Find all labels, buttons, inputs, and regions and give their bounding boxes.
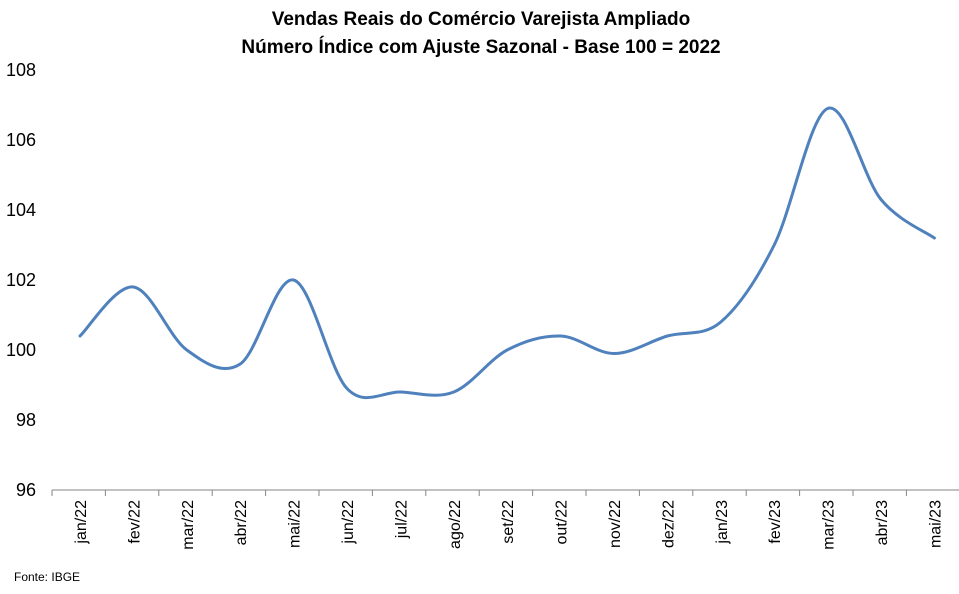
x-tick-label: ago/22 [447,500,464,549]
x-tick-label: fev/23 [767,500,784,544]
x-tick-label: jan/23 [714,500,731,545]
y-tick-label: 96 [16,480,36,500]
chart-title: Vendas Reais do Comércio Varejista Ampli… [272,9,691,30]
series-line [78,106,936,400]
x-tick-label: abr/22 [233,500,250,545]
chart-subtitle: Número Índice com Ajuste Sazonal - Base … [241,36,720,58]
x-tick-label: fev/22 [126,500,143,544]
y-axis-ticks: 96 98 100 102 104 106 108 [6,60,36,500]
x-axis-tick-marks [51,490,907,496]
y-tick-label: 106 [6,130,36,150]
x-tick-label: nov/22 [607,500,624,548]
y-tick-label: 98 [16,410,36,430]
x-tick-label: mai/22 [287,500,304,548]
y-tick-label: 104 [6,200,36,220]
x-tick-label: out/22 [554,500,571,545]
x-tick-label: set/22 [500,500,517,544]
x-tick-label: mar/22 [180,500,197,550]
x-tick-label: jun/22 [340,500,357,545]
y-tick-label: 102 [6,270,36,290]
y-tick-label: 108 [6,60,36,80]
x-tick-label: dez/22 [660,500,677,548]
source-note: Fonte: IBGE [14,570,81,584]
x-tick-label: abr/23 [874,500,891,545]
x-tick-label: mai/23 [927,500,944,548]
y-tick-label: 100 [6,340,36,360]
x-tick-label: mar/23 [821,500,838,550]
x-axis-tick-labels: jan/22 fev/22 mar/22 abr/22 mai/22 jun/22 jul/… [73,500,944,550]
x-tick-label: jul/22 [393,500,410,539]
x-tick-label: jan/22 [73,500,90,545]
